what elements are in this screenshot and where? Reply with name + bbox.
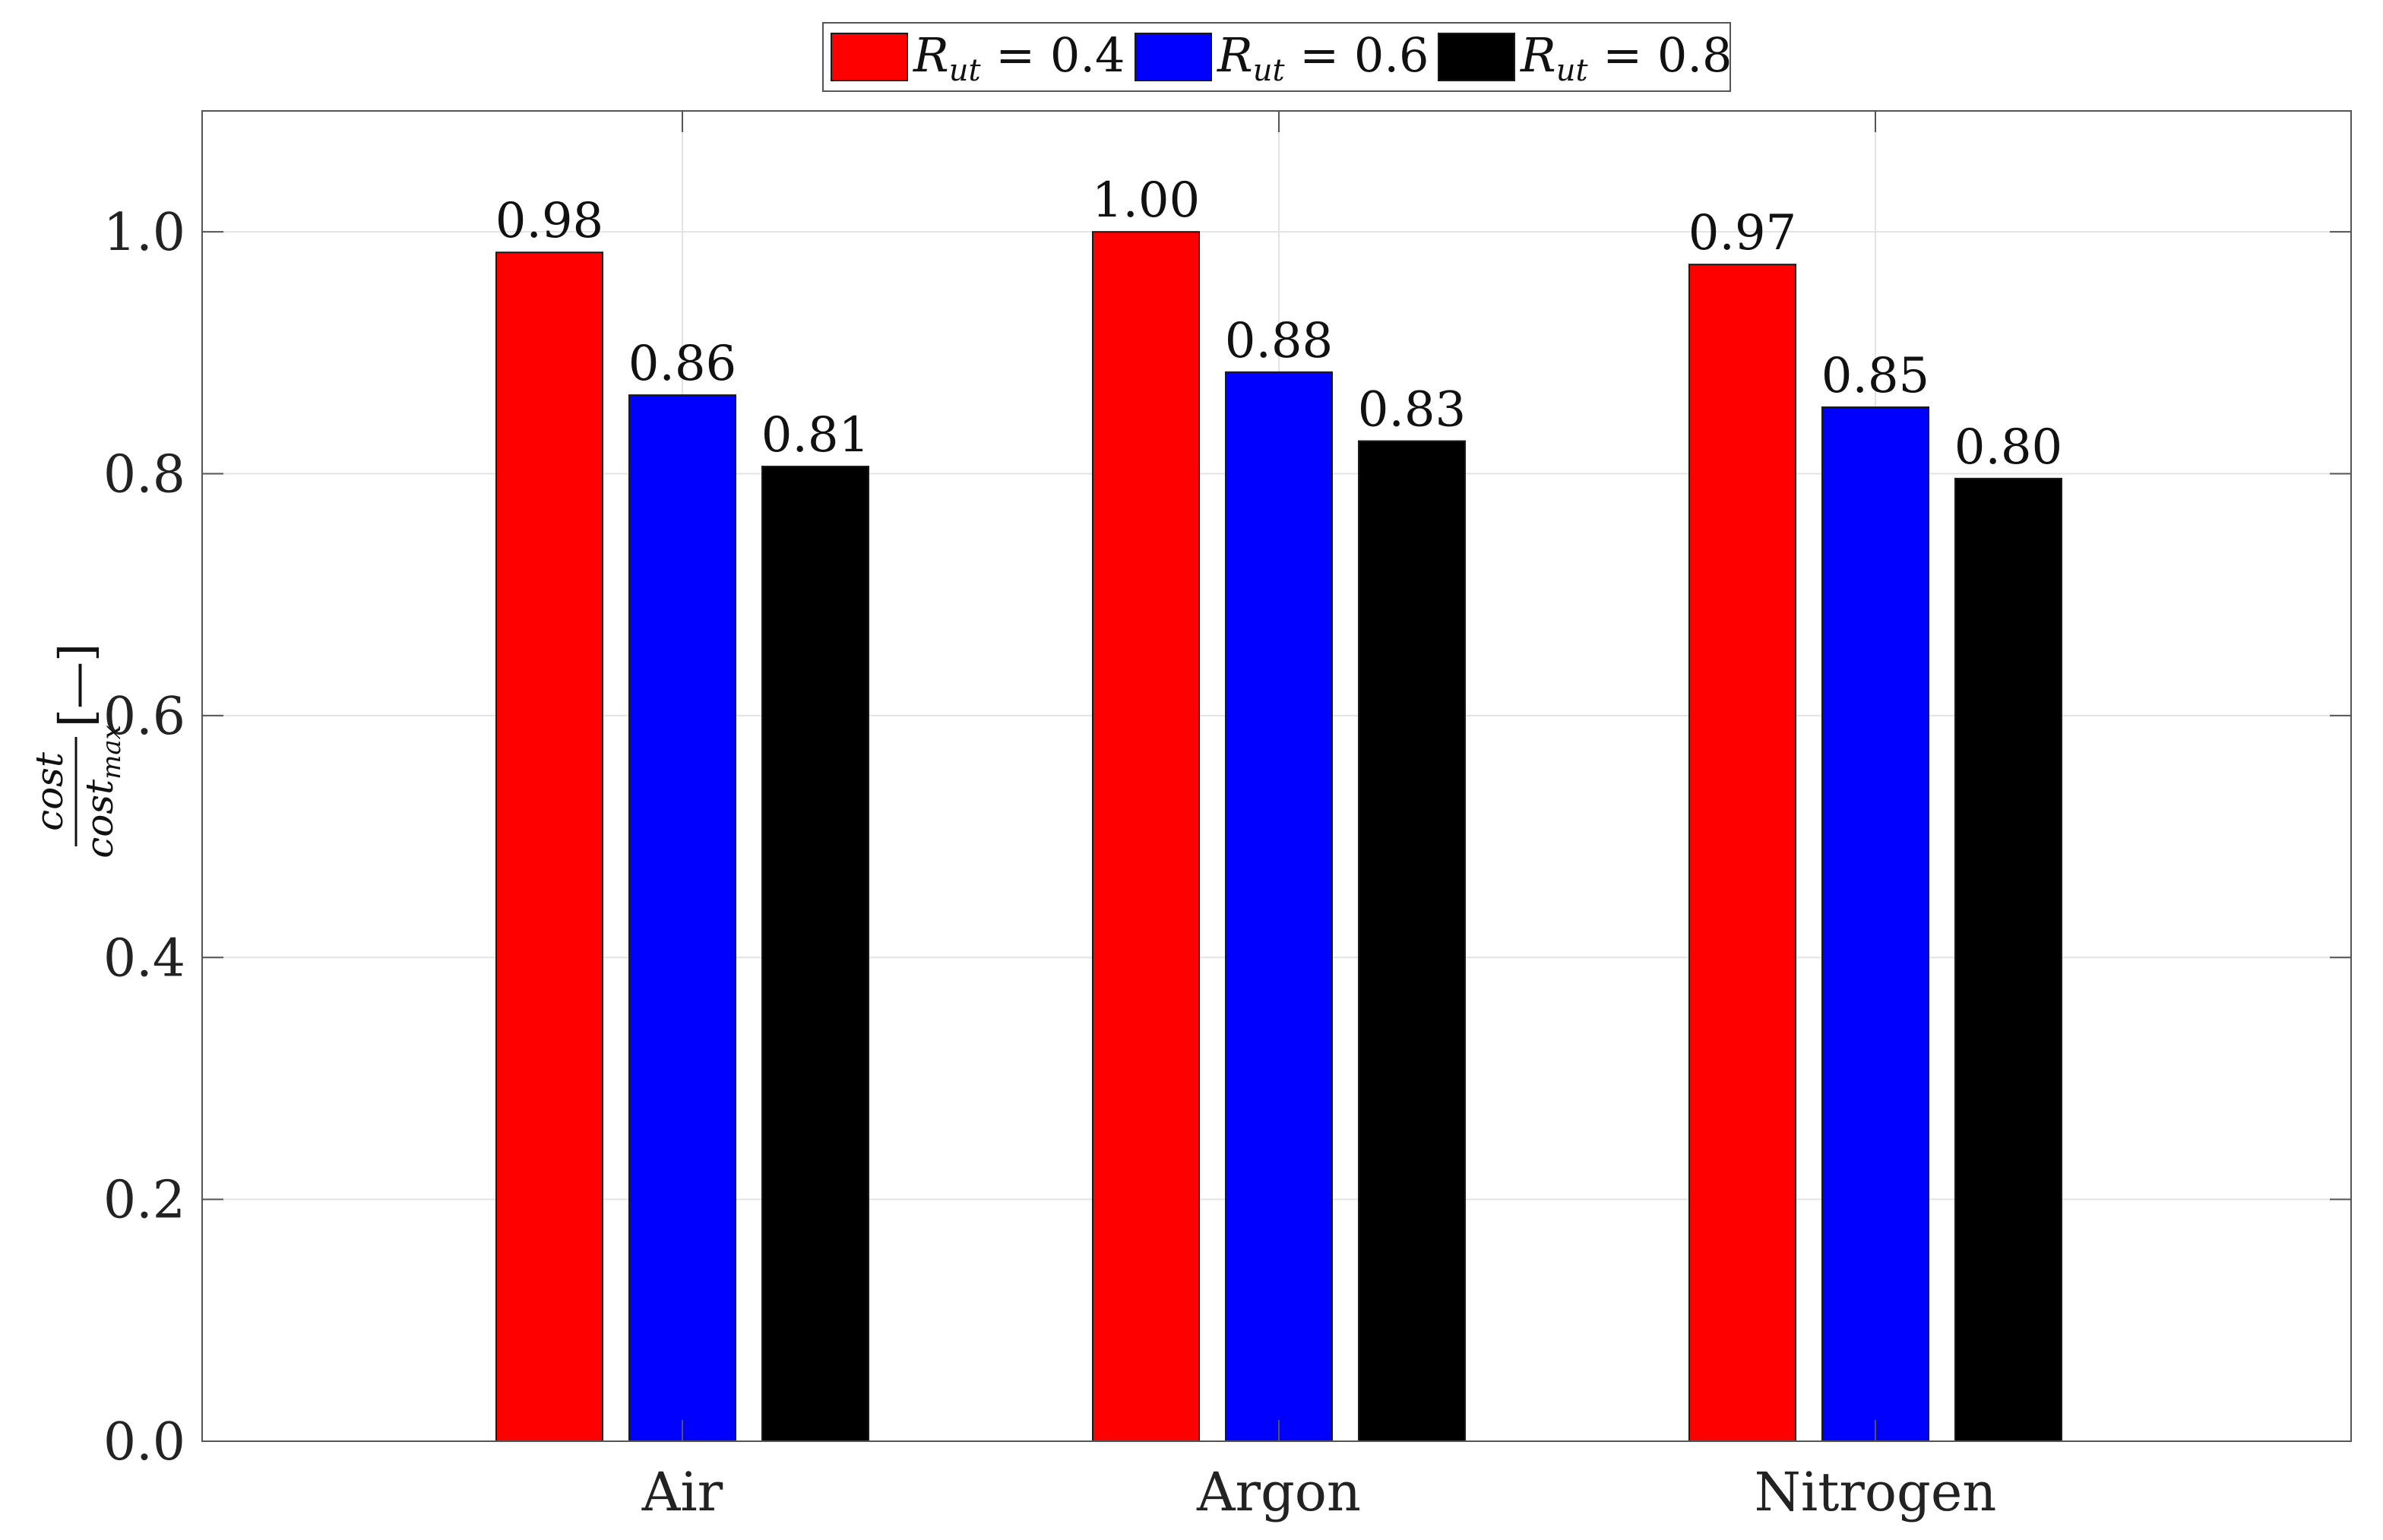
y-tick-label: 1.0: [103, 203, 185, 263]
bar: [1225, 371, 1333, 1442]
bar-data-label: 0.80: [1954, 419, 2063, 476]
bar-data-label: 0.97: [1688, 205, 1797, 261]
y-tick-label: 0.0: [103, 1412, 185, 1472]
x-category-label: Nitrogen: [1755, 1461, 1997, 1523]
legend-swatch: [831, 33, 908, 81]
legend-swatch: [1438, 33, 1515, 81]
bar: [628, 394, 736, 1442]
legend-label: Rut = 0.4: [913, 27, 1125, 88]
bar-data-label: 1.00: [1092, 172, 1201, 229]
legend-swatch: [1135, 33, 1212, 81]
y-axis-label-denominator: costmax: [78, 725, 127, 859]
y-tick-label: 0.8: [103, 445, 185, 505]
y-tick-label: 0.6: [103, 687, 185, 747]
legend-box: [822, 22, 1731, 92]
bar: [495, 251, 603, 1443]
plot-area-frame: [201, 110, 2352, 1442]
bar-data-label: 0.98: [495, 193, 604, 249]
bar: [1092, 231, 1200, 1443]
bar-data-label: 0.81: [761, 407, 870, 463]
y-axis-label-numerator: cost: [27, 751, 71, 831]
y-tick-label: 0.4: [103, 928, 185, 988]
bars-layer: [495, 231, 2062, 1443]
legend-label: Rut = 0.8: [1520, 27, 1733, 88]
bar: [1688, 264, 1796, 1443]
bar: [1954, 477, 2062, 1442]
labels-layer: 0.0 0.2 0.4 0.6 0.8 1.0 Air Argon Nitrogen 0.98 1.…: [103, 172, 2062, 1523]
legend: Rut = 0.4 Rut = 0.6 Rut = 0.8: [822, 22, 1733, 92]
bar-data-label: 0.86: [628, 336, 737, 392]
legend-label: Rut = 0.6: [1217, 27, 1429, 88]
y-tick-label: 0.2: [103, 1171, 185, 1231]
y-axis-label: cost costmax [—]: [27, 644, 127, 859]
bar-data-label: 0.83: [1358, 382, 1467, 438]
bar-data-label: 0.88: [1225, 313, 1334, 369]
bar: [1358, 440, 1466, 1442]
bar-data-label: 0.85: [1821, 348, 1930, 404]
x-category-label: Air: [641, 1461, 723, 1523]
bar: [1821, 406, 1929, 1442]
ticks-layer: [202, 111, 2351, 1442]
y-axis-label-unit: [—]: [49, 644, 104, 727]
x-category-label: Argon: [1196, 1461, 1361, 1523]
bar: [761, 465, 869, 1443]
